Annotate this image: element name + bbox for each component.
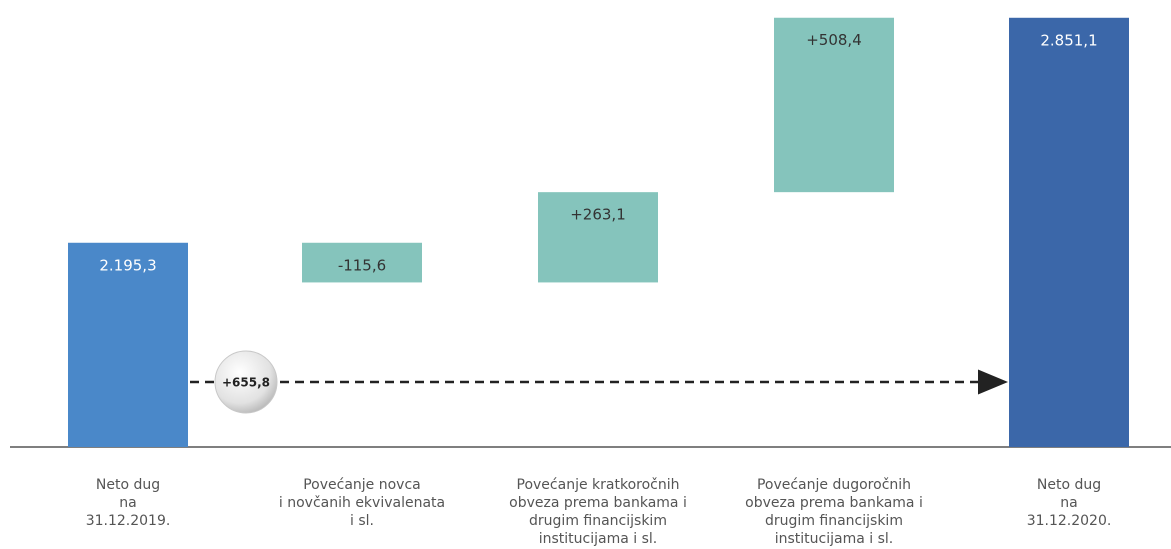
value-label: 2.195,3 <box>99 256 156 274</box>
x-tick-label: na <box>119 495 136 511</box>
x-tick-label: 31.12.2020. <box>1027 513 1112 529</box>
x-tick-label: Povećanje novca <box>303 477 421 493</box>
annotation: +655,8 <box>222 376 270 390</box>
x-tick-label: drugim financijskim <box>529 513 667 529</box>
bar <box>68 242 188 447</box>
x-tick-label: Neto dug <box>96 477 160 493</box>
bar <box>302 242 422 283</box>
x-tick-label: i sl. <box>350 513 374 529</box>
x-tick-label: na <box>1060 495 1077 511</box>
value-label: +508,4 <box>806 31 862 49</box>
x-tick-label: institucijama i sl. <box>775 531 894 547</box>
x-tick-label: i novčanih ekvivalenata <box>279 495 445 511</box>
annotation-bubble <box>214 350 278 414</box>
value-label: +263,1 <box>570 206 626 224</box>
x-tick-label: 31.12.2019. <box>86 513 171 529</box>
x-tick-label: Neto dug <box>1037 477 1101 493</box>
x-tick-label: Povećanje dugoročnih <box>757 477 911 493</box>
bar <box>538 192 658 283</box>
x-tick-label: obveza prema bankama i <box>509 495 687 511</box>
x-tick-label: obveza prema bankama i <box>745 495 923 511</box>
x-tick-label: drugim financijskim <box>765 513 903 529</box>
x-tick-label: Povećanje kratkoročnih <box>517 477 680 493</box>
x-tick-label: institucijama i sl. <box>539 531 658 547</box>
value-label: 2.851,1 <box>1040 31 1097 49</box>
bar <box>1009 17 1129 448</box>
bar <box>774 17 894 193</box>
value-label: -115,6 <box>338 256 386 274</box>
